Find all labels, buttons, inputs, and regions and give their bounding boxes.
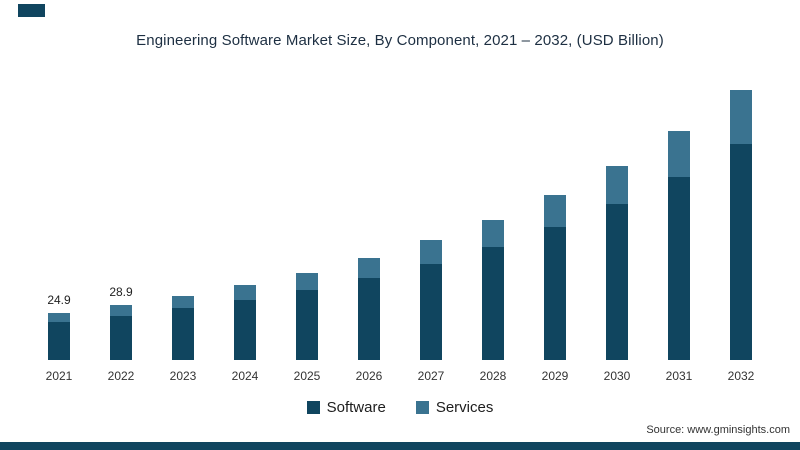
stacked-bar-2027 [420, 240, 442, 360]
chart-title: Engineering Software Market Size, By Com… [136, 32, 664, 49]
legend-item-services: Services [415, 399, 494, 416]
services-segment-2023 [172, 296, 194, 309]
stacked-bar-2030 [606, 165, 628, 360]
software-segment-2025 [296, 289, 318, 360]
services-segment-2027 [420, 240, 442, 264]
bar-column-2023: 2023 [152, 60, 214, 383]
legend-swatch-software [306, 401, 320, 414]
x-axis-label-2022: 2022 [107, 369, 135, 383]
brand-corner-mark [18, 4, 45, 17]
software-segment-2031 [668, 176, 690, 360]
stacked-bar-2022 [110, 305, 132, 360]
stacked-bar-2025 [296, 272, 318, 360]
x-axis-label-2030: 2030 [603, 369, 631, 383]
software-segment-2021 [48, 321, 70, 360]
bar-chart-plot-area: 24.9 2021 28.9 2022 2023 2024 2025 2026 2027 2028… [28, 60, 772, 383]
legend-label-services: Services [435, 399, 494, 416]
x-axis-label-2028: 2028 [479, 369, 507, 383]
bar-column-2032: 2032 [710, 60, 772, 383]
x-axis-label-2027: 2027 [417, 369, 445, 383]
stacked-bar-2031 [668, 131, 690, 360]
x-axis-label-2026: 2026 [355, 369, 383, 383]
bar-column-2026: 2026 [338, 60, 400, 383]
stacked-bar-2026 [358, 257, 380, 360]
chart-legend: Software Services [0, 399, 800, 416]
x-axis-label-2021: 2021 [45, 369, 73, 383]
x-axis-label-2029: 2029 [541, 369, 569, 383]
services-segment-2022 [110, 305, 132, 316]
services-segment-2032 [730, 90, 752, 144]
services-segment-2021 [48, 312, 70, 322]
bar-column-2029: 2029 [524, 60, 586, 383]
legend-swatch-services [415, 401, 429, 414]
bar-column-2021: 24.9 2021 [28, 60, 90, 383]
source-note: Source: www.gminsights.com [646, 424, 790, 436]
services-segment-2030 [606, 165, 628, 204]
software-segment-2032 [730, 144, 752, 360]
software-segment-2027 [420, 263, 442, 360]
accent-bottom-strip [0, 442, 800, 450]
bar-column-2030: 2030 [586, 60, 648, 383]
stacked-bar-2028 [482, 219, 504, 360]
x-axis-label-2031: 2031 [665, 369, 693, 383]
software-segment-2023 [172, 308, 194, 360]
bar-column-2031: 2031 [648, 60, 710, 383]
services-segment-2028 [482, 219, 504, 247]
bar-column-2027: 2027 [400, 60, 462, 383]
software-segment-2029 [544, 227, 566, 360]
x-axis-label-2023: 2023 [169, 369, 197, 383]
services-segment-2029 [544, 194, 566, 228]
services-segment-2025 [296, 272, 318, 290]
software-segment-2024 [234, 299, 256, 360]
stacked-bar-2024 [234, 285, 256, 360]
services-segment-2024 [234, 285, 256, 300]
services-segment-2026 [358, 257, 380, 278]
x-axis-label-2032: 2032 [727, 369, 755, 383]
stacked-bar-2029 [544, 194, 566, 360]
x-axis-label-2024: 2024 [231, 369, 259, 383]
value-label-2021: 24.9 [47, 292, 71, 307]
software-segment-2022 [110, 315, 132, 360]
legend-label-software: Software [326, 399, 386, 416]
bar-column-2022: 28.9 2022 [90, 60, 152, 383]
legend-item-software: Software [306, 399, 386, 416]
stacked-bar-2032 [730, 90, 752, 360]
bar-column-2025: 2025 [276, 60, 338, 383]
stacked-bar-2023 [172, 296, 194, 360]
bar-column-2028: 2028 [462, 60, 524, 383]
x-axis-label-2025: 2025 [293, 369, 321, 383]
software-segment-2030 [606, 204, 628, 360]
software-segment-2026 [358, 277, 380, 360]
stacked-bar-2021 [48, 312, 70, 360]
bar-column-2024: 2024 [214, 60, 276, 383]
software-segment-2028 [482, 247, 504, 360]
value-label-2022: 28.9 [109, 285, 133, 300]
services-segment-2031 [668, 131, 690, 177]
